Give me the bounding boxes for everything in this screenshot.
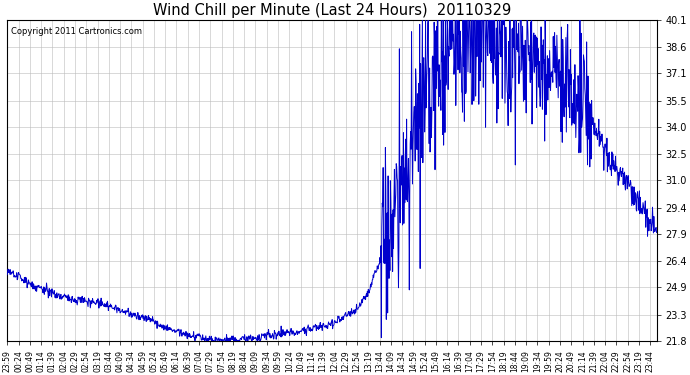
Text: Copyright 2011 Cartronics.com: Copyright 2011 Cartronics.com (10, 27, 141, 36)
Title: Wind Chill per Minute (Last 24 Hours)  20110329: Wind Chill per Minute (Last 24 Hours) 20… (152, 3, 511, 18)
